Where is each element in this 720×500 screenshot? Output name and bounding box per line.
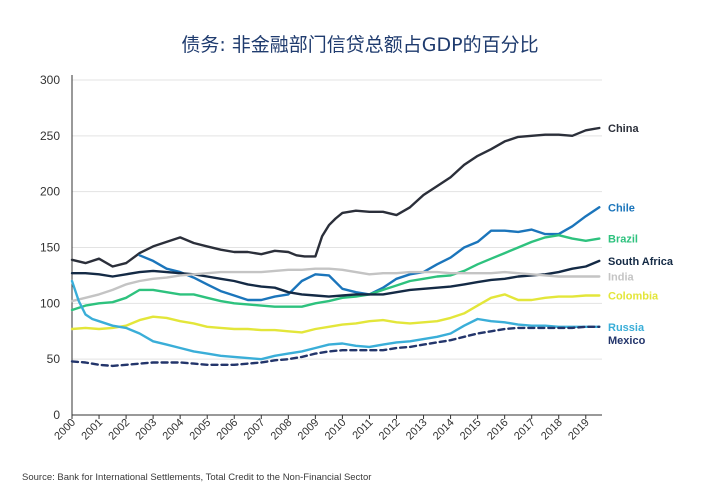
x-tick-label: 2015 [458, 417, 484, 443]
source-note: Source: Bank for International Settlemen… [22, 472, 372, 483]
series-label-mexico: Mexico [608, 335, 646, 347]
x-tick-label: 2003 [133, 417, 159, 443]
x-tick-label: 2017 [512, 417, 538, 443]
x-tick-label: 2016 [485, 417, 511, 443]
y-tick-label: 0 [53, 408, 60, 422]
series-line-south-africa [70, 259, 601, 298]
y-tick-label: 200 [40, 185, 60, 199]
series-label-india: India [608, 272, 635, 284]
x-tick-label: 2004 [160, 417, 186, 443]
series-line-china [70, 126, 601, 268]
y-tick-label: 150 [40, 241, 60, 255]
x-tick-label: 2007 [242, 417, 268, 443]
series-line-russia [70, 279, 601, 361]
y-tick-label: 250 [40, 129, 60, 143]
series-label-colombia: Colombia [608, 291, 659, 303]
x-tick-label: 2001 [79, 417, 105, 443]
x-tick-label: 2011 [350, 417, 375, 442]
series-line-colombia [70, 293, 601, 334]
series-line-chile [138, 206, 601, 302]
x-tick-label: 2012 [377, 417, 403, 443]
x-tick-label: 2005 [188, 417, 214, 443]
series-label-russia: Russia [608, 322, 645, 334]
series-line-mexico [70, 325, 601, 368]
x-tick-label: 2008 [269, 417, 295, 443]
series-label-south-africa: South Africa [608, 256, 674, 268]
series-label-china: China [608, 123, 639, 135]
series-line-india [70, 267, 601, 303]
y-tick-label: 50 [47, 352, 61, 366]
x-tick-label: 2014 [431, 417, 457, 443]
series-line-brazil [70, 233, 601, 312]
x-tick-label: 2002 [106, 417, 132, 443]
y-tick-label: 300 [40, 73, 60, 87]
x-tick-label: 2009 [296, 417, 322, 443]
x-tick-label: 2018 [539, 417, 565, 443]
series-label-chile: Chile [608, 202, 635, 214]
series-label-brazil: Brazil [608, 234, 638, 246]
chart-title: 债务: 非金融部门信贷总额占GDP的百分比 [181, 34, 539, 56]
x-tick-label: 2019 [566, 417, 592, 443]
x-tick-label: 2013 [404, 417, 430, 443]
x-tick-label: 2006 [215, 417, 241, 443]
x-tick-label: 2010 [323, 417, 349, 443]
y-tick-label: 100 [40, 296, 60, 310]
